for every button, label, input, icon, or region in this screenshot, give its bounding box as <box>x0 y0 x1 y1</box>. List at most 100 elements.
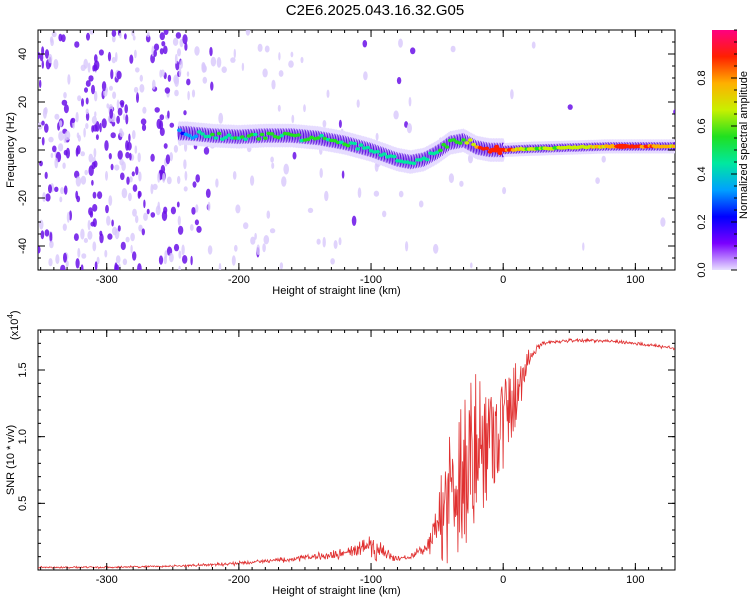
spectrogram-noise-blob <box>326 89 330 99</box>
spectrogram-noise-blob <box>138 224 143 232</box>
spectrogram-noise-blob <box>163 30 169 35</box>
spectrogram-noise-blob <box>169 122 175 128</box>
colorbar-tick-label: 0.2 <box>696 214 708 229</box>
spectrogram-noise-blob <box>74 41 80 48</box>
y-tick-label: -40 <box>17 238 29 254</box>
spectrogram-noise-blob <box>67 74 71 85</box>
ridge-point <box>441 142 447 147</box>
spectrogram-noise-blob <box>264 45 270 53</box>
spectrogram-noise-blob <box>99 233 104 244</box>
spectrogram-noise-blob <box>75 258 80 269</box>
spectrogram-noise-blob <box>178 250 182 259</box>
spectrogram-noise-blob <box>127 192 132 202</box>
spectrogram-noise-blob <box>119 32 122 39</box>
ridge-point <box>177 128 182 132</box>
x-tick-label: -100 <box>360 274 382 286</box>
spectrogram-noise-blob <box>277 104 281 112</box>
spectrogram-noise-blob <box>186 71 190 77</box>
spectrogram-noise-blob <box>38 51 41 60</box>
spectrogram-noise-blob <box>115 52 118 62</box>
spectrogram-noise-blob <box>595 177 600 185</box>
spectrogram-noise-blob <box>292 151 297 160</box>
ridge-point <box>262 136 268 140</box>
spectrogram-noise-blob <box>290 51 294 58</box>
spectrogram-noise-blob <box>373 190 380 197</box>
spectrogram-noise-blob <box>182 255 188 264</box>
spectrogram-noise-blob <box>105 170 108 181</box>
spectrogram-noise-blob <box>38 245 41 254</box>
ridge-point <box>484 146 490 151</box>
spectrogram-noise-blob <box>126 176 130 185</box>
ridge-point <box>239 135 245 139</box>
snr-panel: -300 -200 -100 0 100 0.5 1.0 1.5 Height of str… <box>5 310 676 597</box>
spectrogram-noise-blob <box>116 70 122 80</box>
ridge-point <box>186 133 192 138</box>
ridge-point <box>210 132 215 137</box>
spectrogram-noise-blob <box>362 40 368 48</box>
spectrogram-noise-blob <box>209 46 213 57</box>
spectrogram-noise-blob <box>250 175 255 186</box>
spectrogram-noise-blob <box>137 190 141 199</box>
spectrogram-noise-blob <box>135 215 139 224</box>
ridge-point <box>338 140 344 145</box>
ridge-point <box>467 138 473 142</box>
spectrogram-noise-blob <box>134 49 137 59</box>
spectrogram-noise-blob <box>60 187 65 195</box>
spectrogram-noise-blob <box>235 204 241 214</box>
spectrogram-noise-blob <box>165 154 171 165</box>
spectrogram-noise-blob <box>83 238 88 243</box>
spectrogram-noise-blob <box>89 211 94 218</box>
ridge-point <box>671 144 675 149</box>
spectrogram-noise-blob <box>39 160 43 167</box>
y-tick-label: 1.5 <box>17 362 29 377</box>
spectrogram-noise-blob <box>218 262 222 270</box>
spectrogram-noise-blob <box>254 232 257 240</box>
spectrogram-noise-blob <box>169 152 173 162</box>
spectrogram-noise-blob <box>92 241 97 252</box>
spectrogram-noise-blob <box>101 81 107 92</box>
spectrogram-noise-blob <box>673 109 675 115</box>
spectrogram-noise-blob <box>54 113 60 120</box>
colorbar: 0.0 0.2 0.4 0.6 0.8 Normalized spectral ampl… <box>696 29 750 278</box>
ridge-point <box>226 133 232 137</box>
ridge-point <box>424 157 430 162</box>
spectrogram-noise-blob <box>159 69 163 78</box>
ridge-point <box>444 145 450 149</box>
spectrogram-noise-blob <box>433 243 439 254</box>
spectrogram-noise-blob <box>109 85 113 91</box>
spectrogram-noise-blob <box>54 186 59 192</box>
spectrogram-noise-blob <box>62 223 67 231</box>
spectrogram-noise-blob <box>324 190 329 202</box>
spectrogram-noise-blob <box>141 228 145 236</box>
y-tick-label: 40 <box>17 48 29 60</box>
spectrogram-noise-blob <box>122 258 128 266</box>
colorbar-tick-label: 0.4 <box>696 166 708 181</box>
spectrogram-noise-blob <box>116 99 120 110</box>
spectrogram-noise-blob <box>62 162 66 169</box>
spectrogram-noise-blob <box>130 244 133 254</box>
spectrogram-noise-blob <box>44 171 48 179</box>
spectrogram-noise-blob <box>106 215 111 226</box>
spectrogram-noise-blob <box>87 219 91 231</box>
ridge-point <box>471 142 476 147</box>
spectrogram-noise-blob <box>266 210 271 219</box>
ridge-point <box>345 143 351 148</box>
spectrogram-noise-blob <box>158 255 164 265</box>
spectrogram-noise-blob <box>131 30 135 37</box>
spectrogram-noise-blob <box>39 53 44 62</box>
spectrogram-noise-blob <box>194 46 200 56</box>
spectrogram-noise-blob <box>174 89 179 97</box>
spectrogram-noise-blob <box>106 103 110 109</box>
spectrogram-noise-blob <box>128 133 131 143</box>
spectrogram-noise-blob <box>48 136 54 143</box>
spectrogram-noise-blob <box>177 175 181 185</box>
spectrogram-noise-blob <box>53 58 59 70</box>
x-tick-label: -200 <box>228 274 250 286</box>
spectrogram-noise-blob <box>218 112 224 124</box>
spectrogram-noise-blob <box>279 262 284 270</box>
spectrogram-noise-blob <box>116 115 120 125</box>
spectrogram-noise-blob <box>230 57 236 63</box>
spectrogram-noise-blob <box>333 240 338 249</box>
snr-plot-area <box>37 329 676 571</box>
